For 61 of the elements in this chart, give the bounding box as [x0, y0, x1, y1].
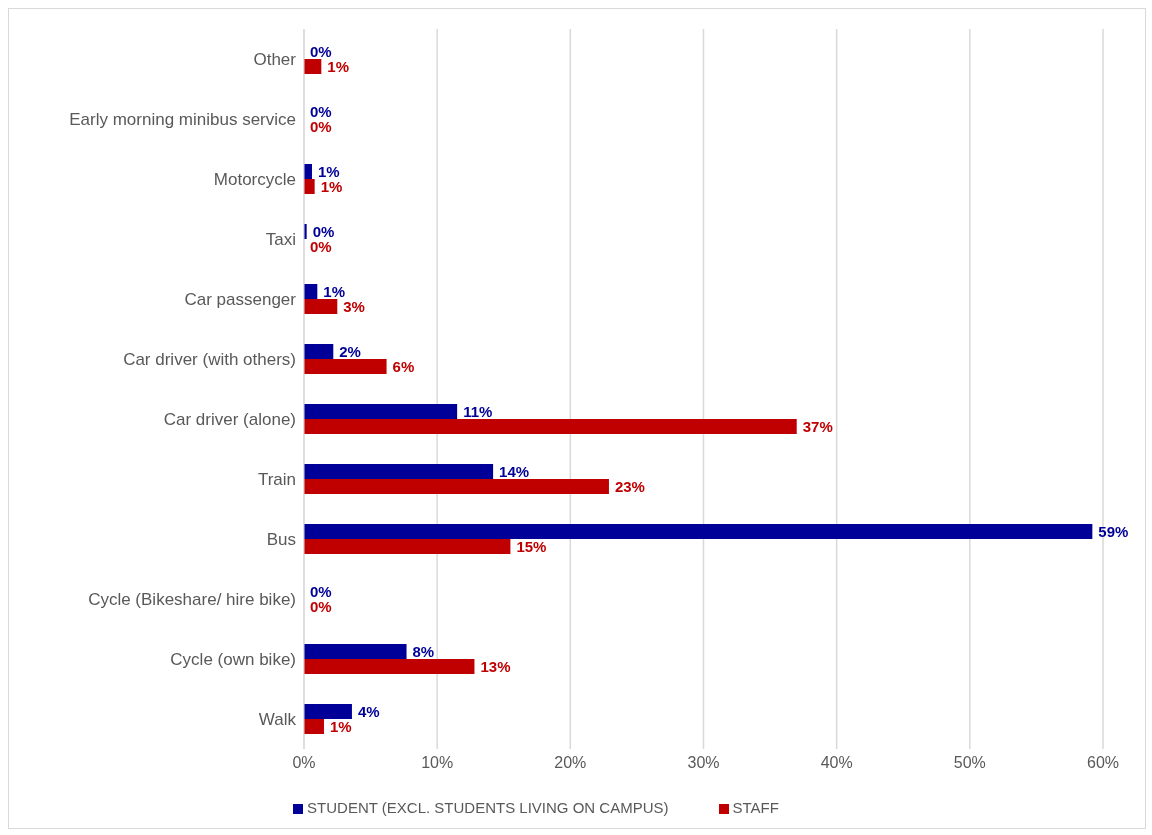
x-tick-label: 10%: [421, 754, 454, 772]
x-tick-label: 0%: [292, 754, 316, 772]
data-label: 4%: [357, 702, 380, 720]
data-label: 8%: [412, 642, 435, 660]
data-label: 3%: [343, 297, 365, 315]
data-label: 1%: [323, 282, 345, 300]
data-label: 13%: [480, 657, 511, 675]
data-label: 6%: [392, 357, 415, 375]
bar: [304, 419, 797, 434]
data-label: 0%: [310, 42, 332, 60]
data-label: 59%: [1098, 522, 1129, 540]
data-label: 15%: [516, 537, 547, 555]
data-label: 11%: [463, 402, 493, 420]
data-label: 1%: [329, 717, 352, 735]
data-label: 1%: [320, 177, 343, 195]
x-tick-label: 20%: [554, 754, 587, 772]
y-tick-label: Car driver (with others): [123, 350, 296, 370]
data-label: 0%: [310, 582, 332, 600]
bar: [304, 284, 318, 299]
x-tick-label: 50%: [953, 754, 986, 772]
bar: [304, 644, 407, 659]
data-label: 14%: [499, 462, 530, 480]
data-label: 1%: [317, 162, 340, 180]
x-tick-label: 40%: [820, 754, 853, 772]
bar: [304, 404, 458, 419]
y-tick-label: Car passenger: [184, 290, 297, 310]
legend-label: STUDENT (EXCL. STUDENTS LIVING ON CAMPUS): [307, 799, 669, 816]
bar: [304, 524, 1093, 539]
data-label: 0%: [310, 597, 332, 615]
legend-label: STAFF: [732, 799, 779, 816]
data-label: 0%: [310, 237, 332, 255]
y-tick-label: Train: [257, 470, 296, 490]
y-tick-label: Other: [253, 50, 297, 70]
bar: [304, 464, 494, 479]
y-tick-label: Bus: [266, 530, 296, 550]
y-tick-label: Cycle (Bikeshare/ hire bike): [88, 590, 296, 610]
y-tick-label: Taxi: [265, 230, 296, 250]
data-label: 0%: [310, 102, 332, 120]
data-label: 2%: [339, 342, 361, 360]
bar: [304, 359, 387, 374]
bar: [304, 299, 338, 314]
data-label: 1%: [327, 57, 349, 75]
data-label: 0%: [312, 222, 335, 240]
data-label: 0%: [310, 117, 332, 135]
y-tick-label: Cycle (own bike): [170, 650, 296, 670]
bar: [304, 719, 324, 734]
bar: [304, 659, 475, 674]
bar: [304, 59, 322, 74]
bar: [304, 344, 334, 359]
y-tick-label: Motorcycle: [213, 170, 296, 190]
data-label: 37%: [802, 417, 833, 435]
bar: [304, 179, 315, 194]
bar: [304, 539, 511, 554]
x-tick-label: 60%: [1086, 754, 1120, 772]
data-label: 23%: [614, 477, 645, 495]
x-tick-label: 30%: [687, 754, 720, 772]
bar: [304, 479, 609, 494]
bar: [304, 704, 352, 719]
y-tick-label: Early morning minibus service: [69, 110, 296, 130]
y-tick-label: Car driver (alone): [163, 410, 296, 430]
y-tick-label: Walk: [258, 710, 297, 730]
